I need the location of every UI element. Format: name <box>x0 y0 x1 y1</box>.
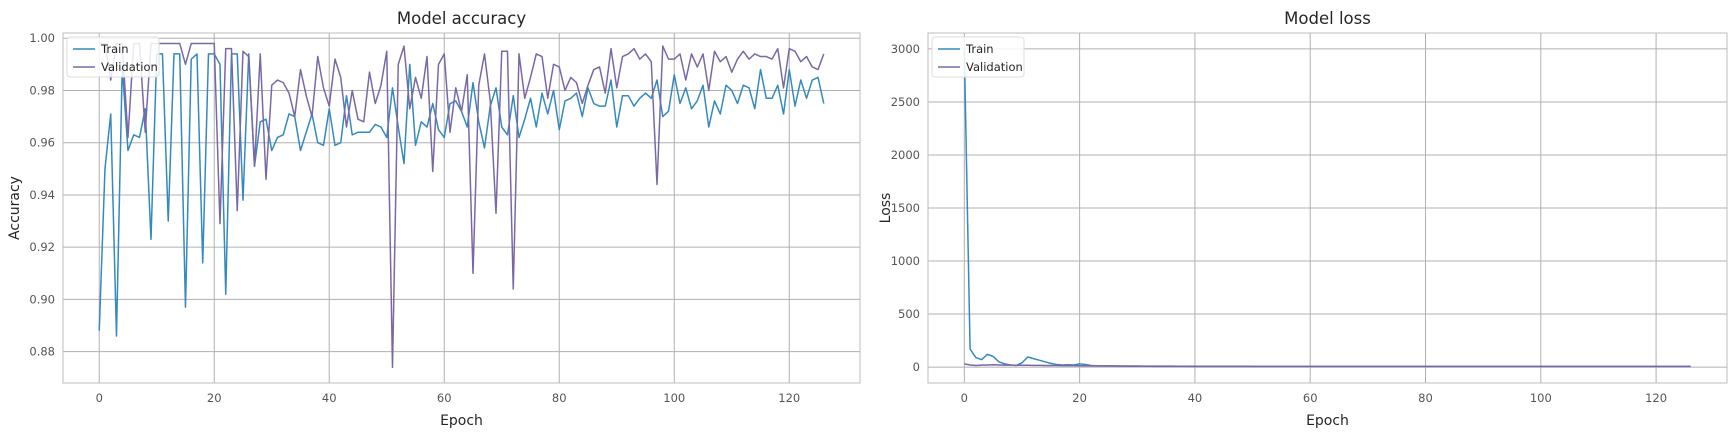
y-tick-label: 1500 <box>891 201 920 215</box>
y-tick-label: 0.96 <box>29 136 55 150</box>
y-tick-label: 0.90 <box>29 292 55 306</box>
x-axis-label: Epoch <box>440 413 483 429</box>
legend-entry: Train <box>100 42 129 56</box>
x-tick-label: 0 <box>96 391 103 405</box>
y-tick-label: 0.92 <box>29 240 55 254</box>
legend: Train Validation <box>931 36 1025 78</box>
series-line-validation <box>99 42 825 369</box>
legend: Train Validation <box>66 36 160 78</box>
y-tick-label: 0 <box>913 360 920 374</box>
y-tick-label: 500 <box>898 307 920 321</box>
plot-frame <box>62 32 861 384</box>
chart-title: Model accuracy <box>397 9 526 28</box>
y-axis-label: Loss <box>878 193 894 224</box>
legend-entry: Validation <box>966 60 1023 74</box>
chart-title: Model loss <box>1284 9 1371 28</box>
x-tick-label: 80 <box>552 391 567 405</box>
y-tick-label: 2000 <box>891 148 920 162</box>
x-tick-label: 120 <box>1645 391 1667 405</box>
y-tick-label: 0.98 <box>29 83 55 97</box>
y-tick-label: 3000 <box>891 42 920 56</box>
x-tick-label: 20 <box>207 391 222 405</box>
y-axis-label: Accuracy <box>7 176 23 240</box>
x-tick-label: 120 <box>778 391 800 405</box>
x-tick-label: 0 <box>961 391 968 405</box>
x-tick-label: 20 <box>1072 391 1087 405</box>
x-tick-label: 60 <box>1303 391 1318 405</box>
y-tick-label: 0.94 <box>29 188 55 202</box>
y-tick-label: 1000 <box>891 254 920 268</box>
y-tick-label: 2500 <box>891 95 920 109</box>
chart-panel-1: 0 20 40 60 80 100 120 0 500 1000 1500 2000 2500 3000 M… <box>878 9 1728 429</box>
chart-panel-0: 0 20 40 60 80 100 120 0.88 0.90 0.92 0.94 0.96 0.98 1… <box>7 9 861 429</box>
plot-frame <box>927 32 1728 384</box>
x-tick-label: 40 <box>322 391 337 405</box>
x-tick-label: 100 <box>663 391 685 405</box>
x-tick-label: 60 <box>437 391 452 405</box>
y-tick-label: 1.00 <box>29 31 55 45</box>
series-line-validation <box>964 363 1691 368</box>
legend-entry: Validation <box>101 60 158 74</box>
x-tick-label: 80 <box>1418 391 1433 405</box>
x-axis-label: Epoch <box>1306 413 1349 429</box>
x-tick-label: 40 <box>1188 391 1203 405</box>
x-tick-label: 100 <box>1530 391 1552 405</box>
legend-entry: Train <box>965 42 994 56</box>
y-tick-label: 0.88 <box>29 345 55 359</box>
